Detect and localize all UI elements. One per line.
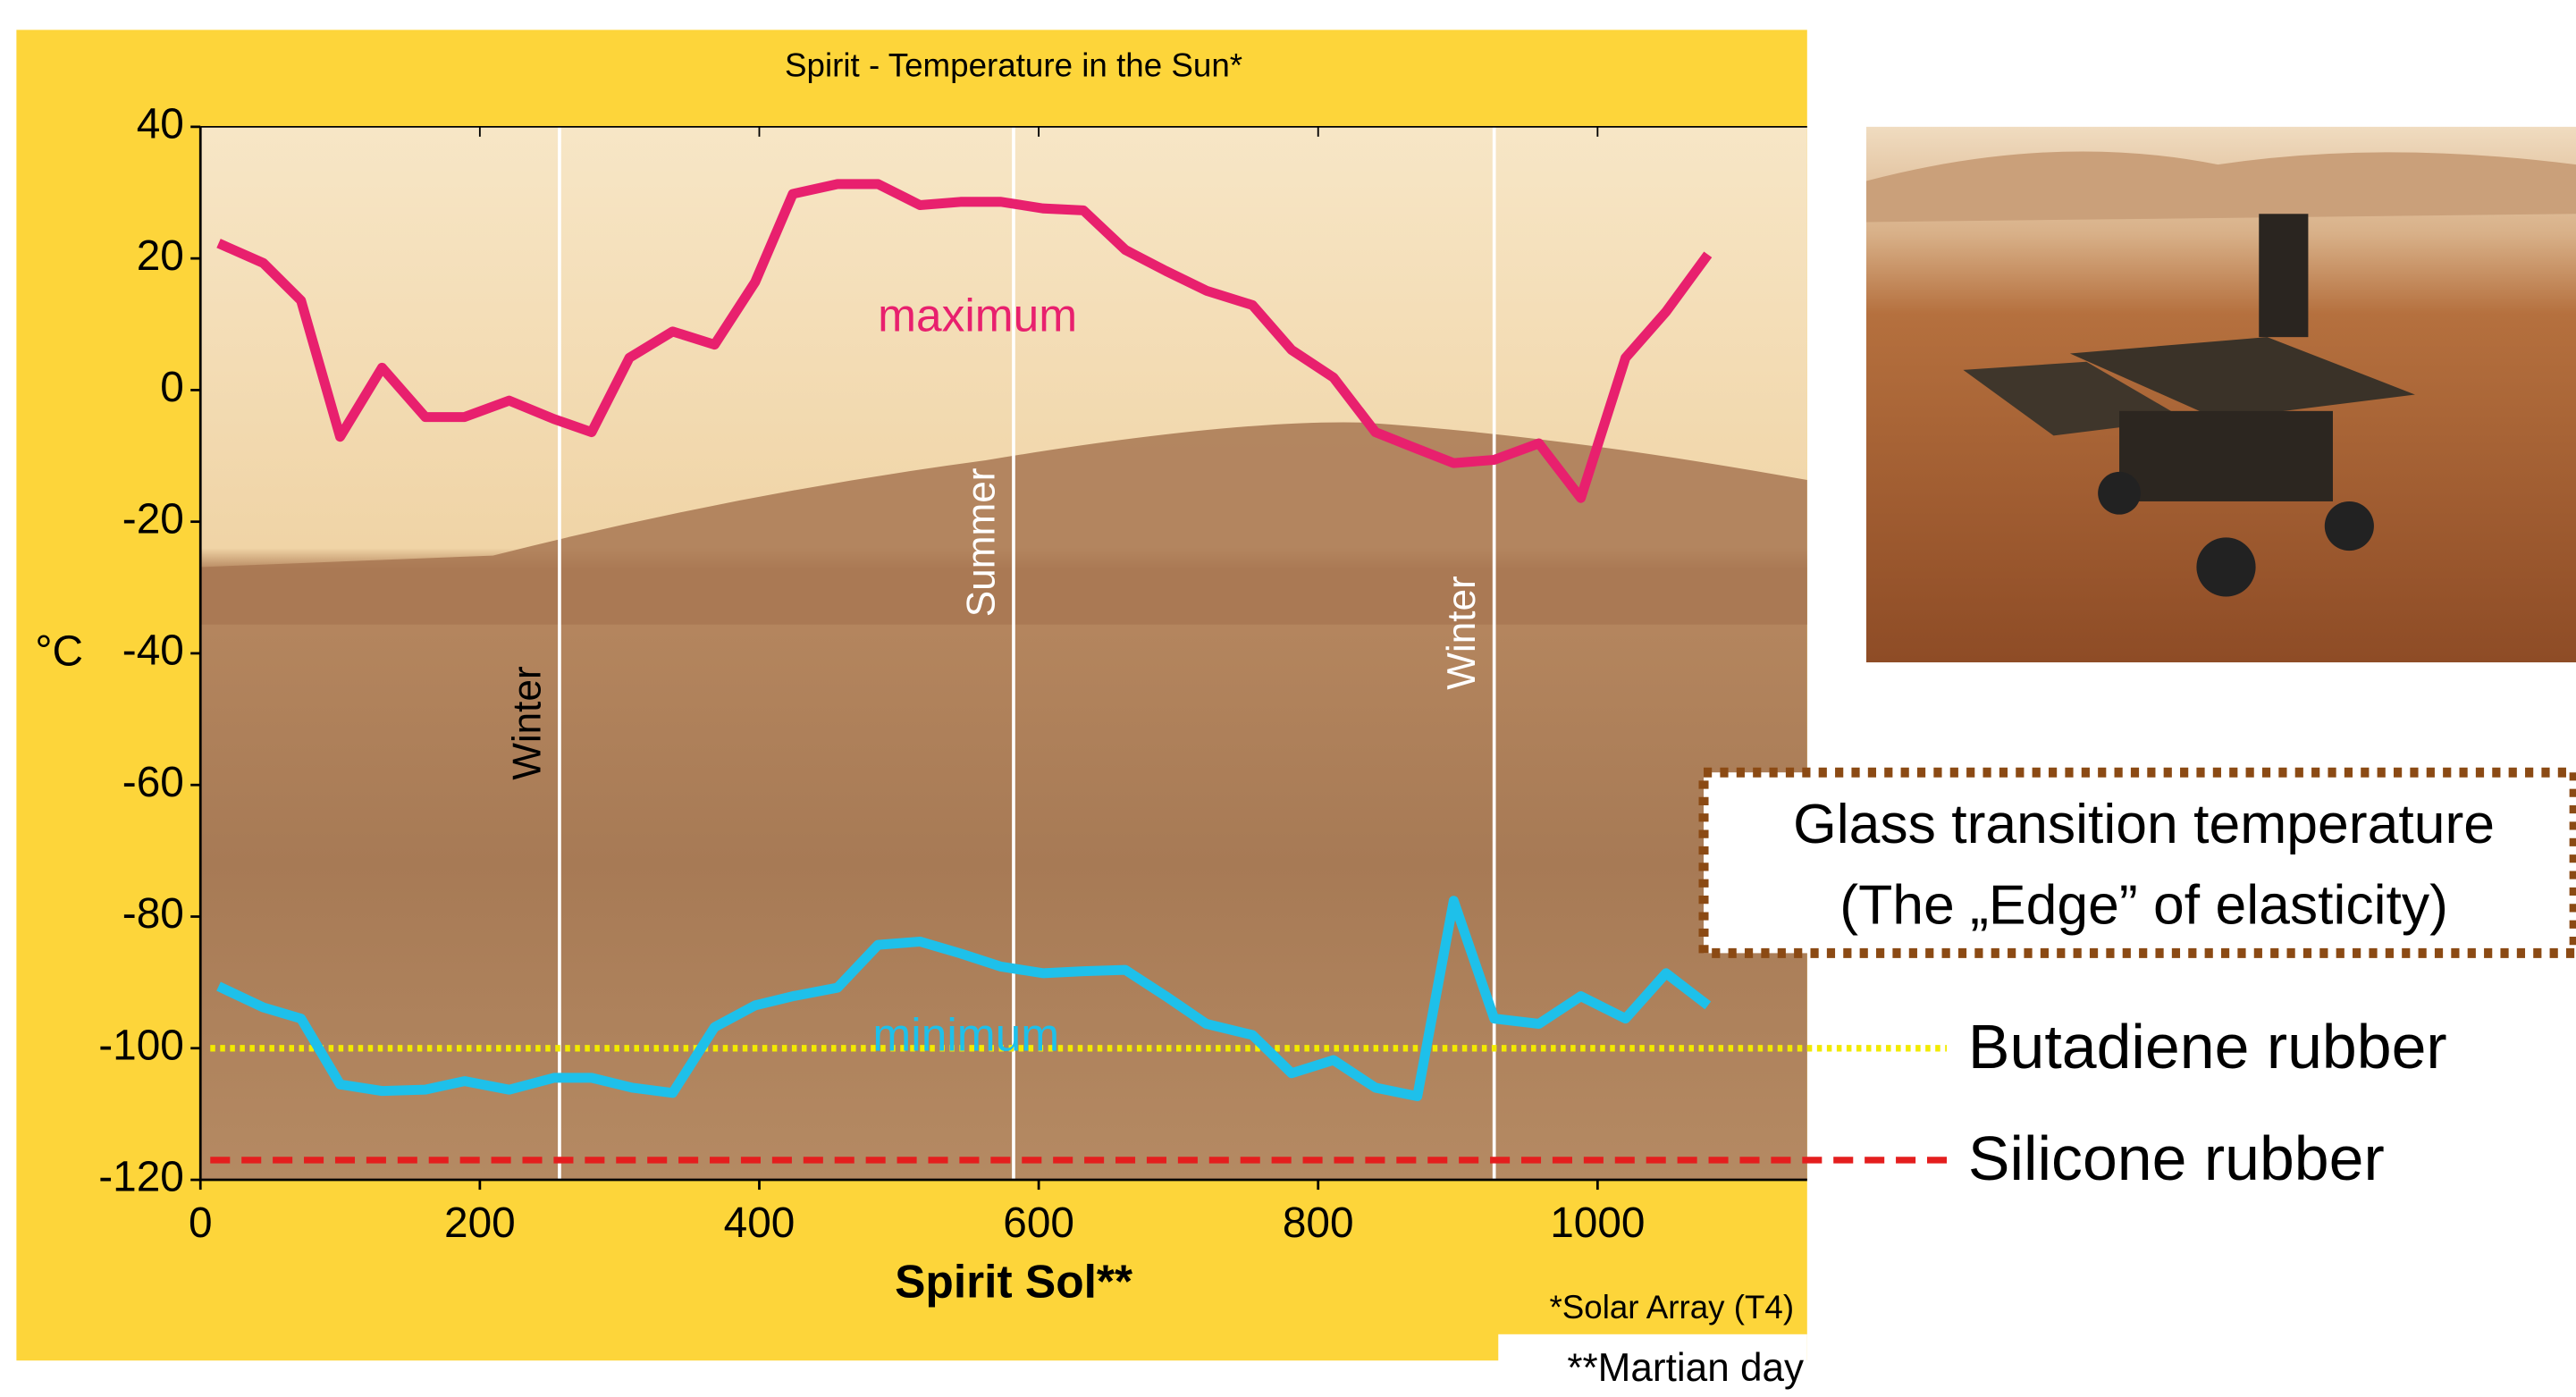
- rover-body: [2119, 411, 2333, 501]
- series-label: minimum: [872, 1009, 1059, 1061]
- y-tick-label: -20: [122, 495, 184, 543]
- y-tick-label: -40: [122, 627, 184, 675]
- x-tick-label: 0: [189, 1199, 213, 1247]
- y-tick-label: -100: [98, 1022, 184, 1069]
- x-tick-label: 1000: [1550, 1199, 1645, 1247]
- x-axis-label: Spirit Sol**: [895, 1255, 1132, 1307]
- chart-title: Spirit - Temperature in the Sun*: [785, 46, 1242, 83]
- rover-wheel: [2098, 472, 2141, 515]
- reference-label: Butadiene rubber: [1968, 1012, 2447, 1081]
- season-label: Winter: [506, 666, 550, 779]
- slide: Glass transition temperature (The „Edge”…: [0, 0, 2576, 1397]
- y-tick-label: -120: [98, 1154, 184, 1201]
- rover-mast: [2259, 214, 2308, 337]
- season-label: Summer: [960, 468, 1004, 618]
- y-tick-label: -80: [122, 890, 184, 938]
- callout-line: (The „Edge” of elasticity): [1839, 873, 2448, 936]
- callout-line: Glass transition temperature: [1793, 793, 2495, 855]
- footnote: *Solar Array (T4): [1549, 1289, 1794, 1325]
- rover-wheel: [2325, 501, 2374, 551]
- y-axis-label: °C: [35, 627, 83, 675]
- note: **Martian day: [1567, 1346, 1804, 1390]
- rover-wheel: [2196, 537, 2255, 596]
- y-tick-label: 20: [137, 232, 184, 280]
- x-tick-label: 400: [724, 1199, 796, 1247]
- y-tick-label: -60: [122, 759, 184, 806]
- x-tick-label: 200: [444, 1199, 516, 1247]
- rover-photo: [1866, 127, 2576, 662]
- x-tick-label: 600: [1003, 1199, 1074, 1247]
- x-tick-label: 800: [1283, 1199, 1354, 1247]
- y-tick-label: 40: [137, 100, 184, 147]
- series-label: maximum: [878, 290, 1077, 341]
- season-label: Winter: [1440, 576, 1484, 689]
- reference-label: Silicone rubber: [1968, 1123, 2385, 1193]
- y-tick-label: 0: [160, 364, 184, 411]
